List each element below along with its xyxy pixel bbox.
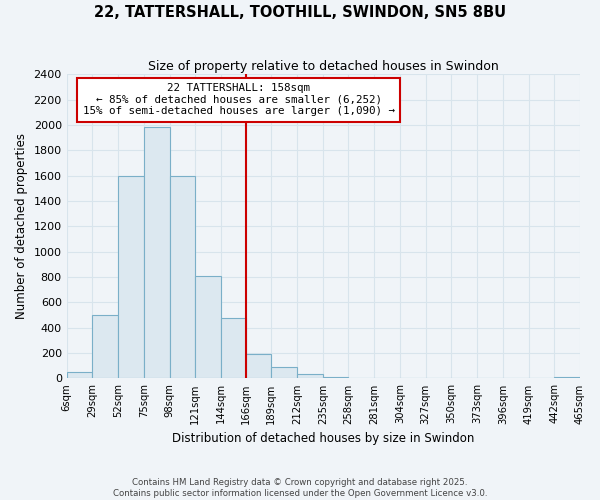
Bar <box>271 367 297 378</box>
Bar <box>297 374 323 378</box>
Bar <box>170 176 195 378</box>
Text: Contains HM Land Registry data © Crown copyright and database right 2025.
Contai: Contains HM Land Registry data © Crown c… <box>113 478 487 498</box>
Text: 22 TATTERSHALL: 158sqm
← 85% of detached houses are smaller (6,252)
15% of semi-: 22 TATTERSHALL: 158sqm ← 85% of detached… <box>83 84 395 116</box>
Title: Size of property relative to detached houses in Swindon: Size of property relative to detached ho… <box>148 60 499 73</box>
Bar <box>67 372 92 378</box>
X-axis label: Distribution of detached houses by size in Swindon: Distribution of detached houses by size … <box>172 432 475 445</box>
Bar <box>245 354 271 378</box>
Bar <box>323 377 349 378</box>
Bar <box>92 315 118 378</box>
Bar <box>144 128 170 378</box>
Bar <box>221 318 245 378</box>
Y-axis label: Number of detached properties: Number of detached properties <box>15 134 28 320</box>
Text: 22, TATTERSHALL, TOOTHILL, SWINDON, SN5 8BU: 22, TATTERSHALL, TOOTHILL, SWINDON, SN5 … <box>94 5 506 20</box>
Bar <box>554 376 580 378</box>
Bar <box>195 276 221 378</box>
Bar <box>118 176 144 378</box>
